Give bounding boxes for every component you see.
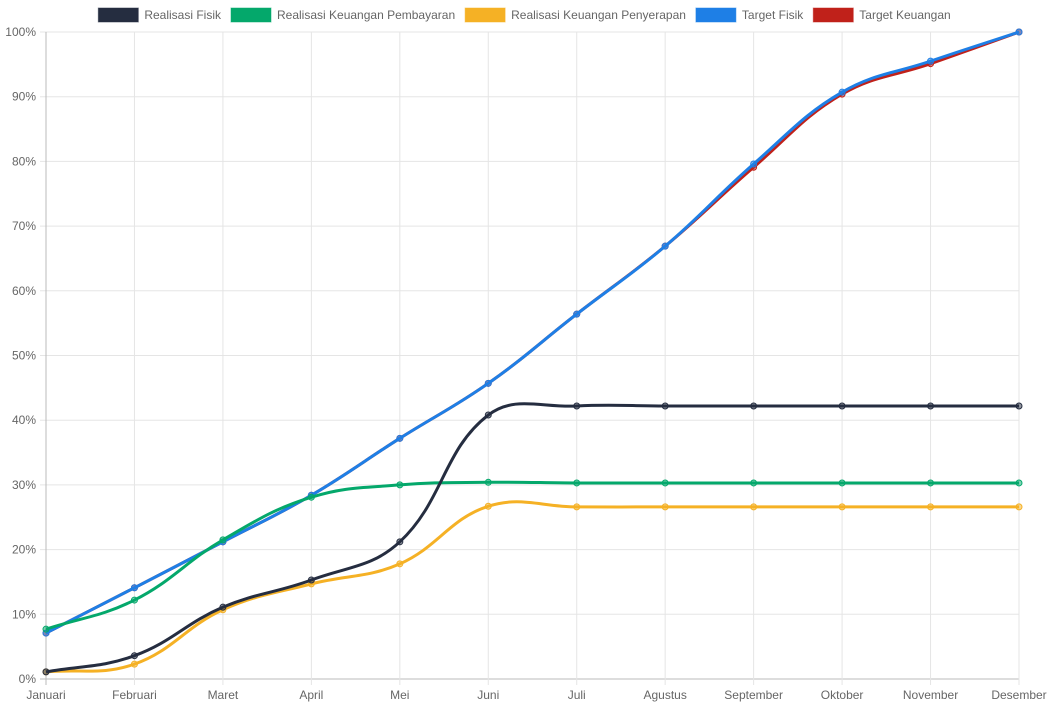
y-tick-label: 90% <box>12 90 36 104</box>
series-realisasi-fisik <box>42 402 1023 676</box>
x-tick-label: Juni <box>477 688 499 702</box>
data-point <box>750 503 758 511</box>
data-point <box>396 434 404 442</box>
data-point <box>130 652 138 660</box>
data-point <box>838 88 846 96</box>
x-axis: Januari Februari Maret April Mei Juni Juli Agus… <box>26 688 1046 702</box>
y-tick-label: 50% <box>12 349 36 363</box>
data-point <box>42 625 50 633</box>
series-target-fisik <box>42 28 1023 637</box>
y-tick-label: 40% <box>12 413 36 427</box>
legend-swatch <box>97 7 139 23</box>
y-tick-label: 70% <box>12 219 36 233</box>
data-point <box>838 402 846 410</box>
y-tick-label: 20% <box>12 543 36 557</box>
legend-item[interactable]: Realisasi Fisik <box>97 7 222 23</box>
legend-swatch <box>812 7 854 23</box>
data-point <box>1015 28 1023 36</box>
data-point <box>219 536 227 544</box>
data-point <box>484 478 492 486</box>
grid <box>40 31 1020 685</box>
x-tick-label: April <box>299 688 323 702</box>
data-point <box>396 481 404 489</box>
legend-item[interactable]: Realisasi Keuangan Pembayaran <box>230 7 455 23</box>
data-point <box>927 402 935 410</box>
data-point <box>661 402 669 410</box>
data-point <box>1015 402 1023 410</box>
data-point <box>750 479 758 487</box>
y-tick-label: 0% <box>19 672 37 686</box>
legend-swatch <box>695 7 737 23</box>
data-point <box>219 603 227 611</box>
x-tick-label: Desember <box>991 688 1046 702</box>
x-tick-label: Juli <box>568 688 586 702</box>
series-realisasi-keuangan-pembayaran <box>42 478 1023 633</box>
data-point <box>750 402 758 410</box>
legend-item[interactable]: Target Fisik <box>695 7 804 23</box>
series-line <box>45 480 1019 631</box>
x-tick-label: Agustus <box>644 688 687 702</box>
y-tick-label: 10% <box>12 607 36 621</box>
x-tick-label: Maret <box>208 688 239 702</box>
legend-item[interactable]: Target Keuangan <box>812 7 951 23</box>
data-point <box>573 503 581 511</box>
x-tick-label: Mei <box>390 688 409 702</box>
data-point <box>927 503 935 511</box>
data-point <box>661 242 669 250</box>
legend-label: Realisasi Keuangan Penyerapan <box>511 8 686 22</box>
data-point <box>661 479 669 487</box>
x-tick-label: September <box>724 688 783 702</box>
data-point <box>484 411 492 419</box>
data-point <box>750 160 758 168</box>
data-point <box>130 660 138 668</box>
legend-item[interactable]: Realisasi Keuangan Penyerapan <box>464 7 686 23</box>
data-point <box>1015 503 1023 511</box>
x-tick-label: Januari <box>26 688 65 702</box>
data-point <box>484 502 492 510</box>
data-point <box>130 596 138 604</box>
data-point <box>838 503 846 511</box>
legend-label: Target Keuangan <box>859 8 950 22</box>
data-point <box>484 379 492 387</box>
legend-label: Realisasi Fisik <box>144 8 222 22</box>
x-tick-label: November <box>903 688 958 702</box>
data-point <box>661 503 669 511</box>
series-target-keuangan <box>42 28 1023 637</box>
legend-swatch <box>464 7 506 23</box>
data-point <box>927 57 935 65</box>
y-tick-label: 30% <box>12 478 36 492</box>
y-tick-label: 100% <box>5 25 36 39</box>
data-point <box>927 479 935 487</box>
y-tick-label: 60% <box>12 284 36 298</box>
series-line <box>45 30 1020 635</box>
data-point <box>396 538 404 546</box>
data-point <box>307 493 315 501</box>
data-point <box>307 576 315 584</box>
series-lines <box>42 28 1023 676</box>
series-line <box>45 402 1019 674</box>
data-point <box>130 584 138 592</box>
legend-label: Target Fisik <box>742 8 804 22</box>
data-point <box>573 479 581 487</box>
x-tick-label: Oktober <box>821 688 864 702</box>
data-point <box>573 310 581 318</box>
legend-swatch <box>230 7 272 23</box>
data-point <box>573 402 581 410</box>
data-point <box>838 479 846 487</box>
data-point <box>42 668 50 676</box>
x-tick-label: Februari <box>112 688 157 702</box>
legend-label: Realisasi Keuangan Pembayaran <box>277 8 455 22</box>
y-tick-label: 80% <box>12 154 36 168</box>
data-point <box>1015 479 1023 487</box>
y-axis: 0% 10% 20% 30% 40% 50% 60% 70% 80% 90% 100% <box>5 25 36 686</box>
legend[interactable]: Realisasi Fisik Realisasi Keuangan Pembay… <box>97 7 951 23</box>
series-line <box>45 500 1019 674</box>
series-realisasi-keuangan-penyerapan <box>42 500 1023 676</box>
series-line <box>45 30 1020 635</box>
data-point <box>396 560 404 568</box>
